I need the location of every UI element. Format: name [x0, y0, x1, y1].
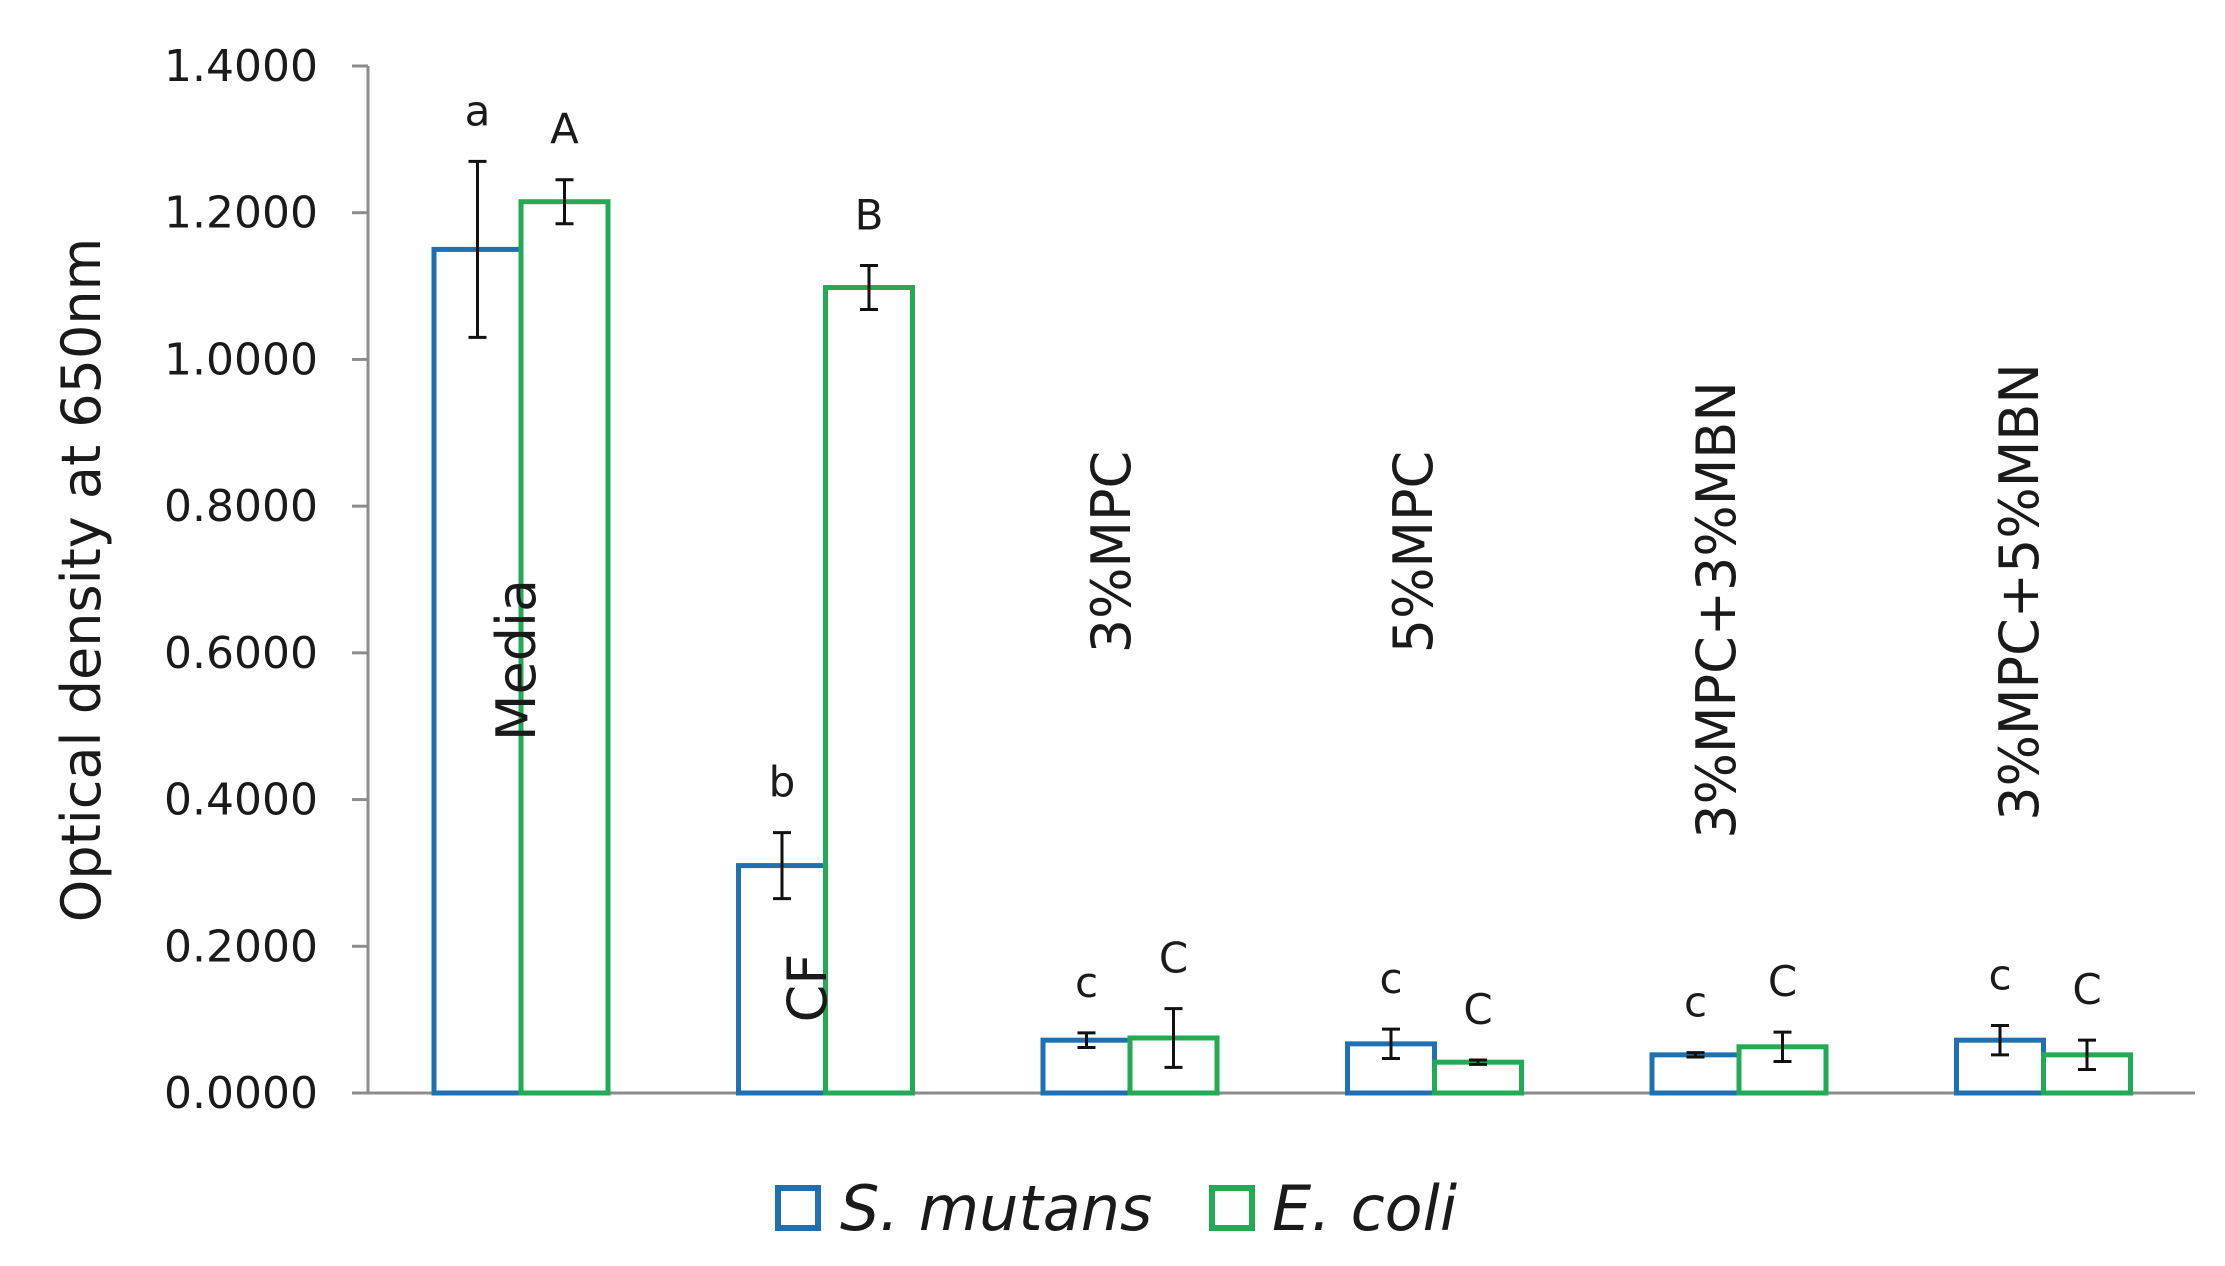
- significance-label: b: [769, 758, 796, 807]
- legend-label-e-coli: E. coli: [1272, 1172, 1457, 1245]
- significance-label: A: [550, 105, 579, 154]
- legend: S. mutans E. coli: [775, 1172, 1457, 1245]
- legend-swatch-e-coli: [1209, 1185, 1255, 1231]
- error-bar: [2078, 1038, 2096, 1072]
- significance-label: C: [2072, 965, 2101, 1014]
- category-label: 3%MPC+5%MBN: [1988, 363, 2051, 820]
- legend-swatch-s-mutans: [775, 1185, 821, 1231]
- y-tick-label: 0.2000: [164, 921, 318, 972]
- legend-label-s-mutans: S. mutans: [840, 1172, 1152, 1245]
- significance-label: c: [1379, 954, 1402, 1003]
- error-bar: [1077, 1031, 1096, 1050]
- bar-e-coli: [823, 285, 915, 1096]
- error-bar: [468, 159, 487, 339]
- error-bar: [1686, 1051, 1705, 1059]
- category-label: CF: [776, 954, 839, 1023]
- significance-label: c: [1075, 958, 1098, 1007]
- bar-e-coli: [1432, 1059, 1524, 1096]
- y-axis: 0.0000 0.2000 0.4000 0.6000 0.8000 1.0000 1.20…: [164, 41, 370, 1119]
- significance-label: c: [1988, 951, 2011, 1000]
- error-bar: [1773, 1030, 1792, 1063]
- bar-e-coli: [2041, 1052, 2133, 1096]
- category-label: Media: [485, 579, 548, 741]
- bar-s-mutans: [736, 863, 828, 1096]
- y-tick-label: 0.0000: [164, 1068, 318, 1119]
- y-tick-label: 0.8000: [164, 481, 318, 532]
- error-bar: [1382, 1027, 1400, 1061]
- significance-label: c: [1684, 978, 1707, 1027]
- error-bars: [468, 159, 2096, 1072]
- significance-label: C: [1159, 934, 1188, 983]
- y-axis-title: Optical density at 650nm: [50, 238, 113, 922]
- significance-label: C: [1463, 985, 1492, 1034]
- significance-label: B: [855, 191, 884, 240]
- bars: [431, 199, 2133, 1096]
- y-tick-label: 0.6000: [164, 628, 318, 679]
- error-bar: [860, 264, 878, 312]
- error-bar: [1469, 1058, 1487, 1066]
- y-tick-label: 0.4000: [164, 775, 318, 826]
- category-label: 3%MPC+3%MBN: [1685, 381, 1748, 838]
- y-tick-label: 1.4000: [164, 41, 318, 92]
- category-label: 3%MPC: [1080, 451, 1143, 654]
- error-bar: [773, 831, 791, 901]
- error-bar: [1991, 1024, 2009, 1057]
- error-bar: [1164, 1007, 1183, 1069]
- significance-label: C: [1768, 957, 1797, 1006]
- error-bar: [555, 178, 574, 226]
- category-labels: Media CF 3%MPC 5%MPC 3%MPC+3%MBN 3%MPC+5%MBN: [485, 363, 2051, 1022]
- bar-s-mutans: [1649, 1052, 1742, 1096]
- y-tick-label: 1.0000: [164, 334, 318, 385]
- bar-e-coli: [1736, 1044, 1829, 1096]
- y-tick-label: 1.2000: [164, 188, 318, 239]
- significance-label: a: [465, 86, 491, 135]
- category-label: 5%MPC: [1382, 451, 1445, 654]
